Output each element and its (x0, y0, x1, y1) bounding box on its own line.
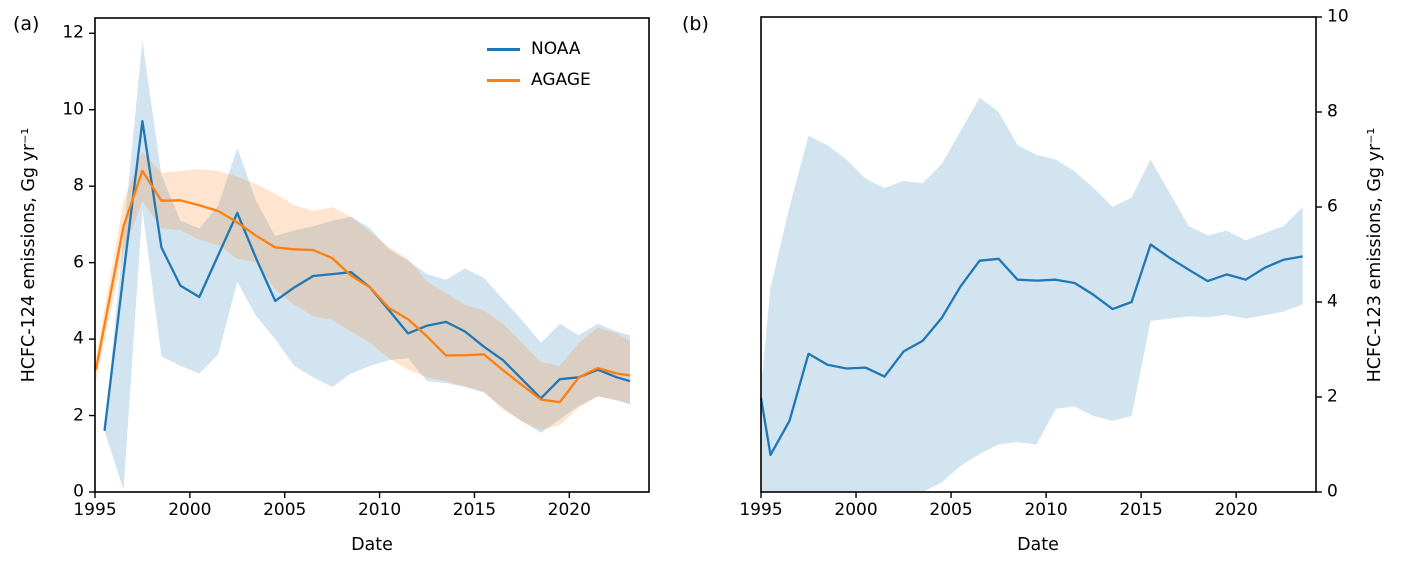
series-line-noaa-panel-b (759, 243, 1303, 457)
agage-line-swatch (487, 79, 520, 82)
axes-spines-panel-b (760, 16, 1317, 493)
legend-row-noaa: NOAA (487, 34, 591, 65)
noaa-line-swatch (487, 48, 520, 51)
axes-spines-panel-a (94, 17, 650, 493)
panel-a-y-axis-label: HCFC-124 emissions, Gg yr⁻¹ (19, 127, 39, 383)
series-line-agage-panel-a (94, 169, 631, 404)
panel-b-y-axis-label: HCFC-123 emissions, Gg yr⁻¹ (1365, 127, 1385, 383)
noaa-legend-label: NOAA (531, 39, 581, 59)
legend-row-agage: AGAGE (487, 65, 591, 96)
panel-b-tag: (b) (682, 13, 709, 35)
legend: NOAA AGAGE (487, 34, 591, 96)
uncertainty-band-noaa-panel-b (761, 97, 1303, 492)
panel-b-x-axis-label: Date (1017, 535, 1059, 555)
uncertainty-band-noaa-panel-a (104, 40, 630, 491)
panel-a-x-axis-label: Date (351, 535, 393, 555)
panel-a-tag: (a) (13, 13, 40, 35)
uncertainty-band-agage-panel-a (95, 151, 630, 431)
agage-legend-label: AGAGE (531, 70, 591, 90)
